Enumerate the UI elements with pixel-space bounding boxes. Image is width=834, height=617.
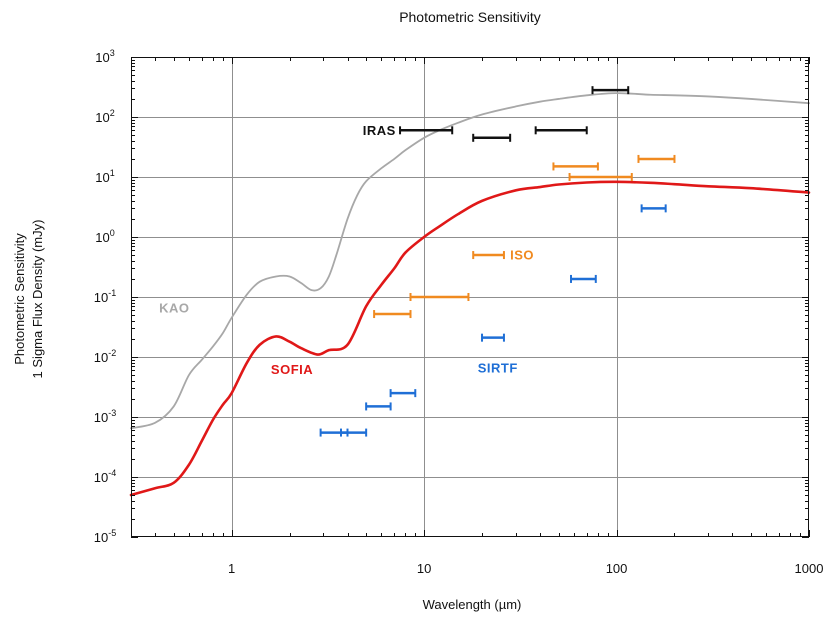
chart-title: Photometric Sensitivity bbox=[399, 9, 541, 25]
x-tick-label: 1 bbox=[228, 561, 235, 576]
range-bar-iras bbox=[534, 126, 588, 135]
y-tick-label: 10-5 bbox=[94, 528, 116, 545]
series-label-sofia: SOFIA bbox=[271, 362, 313, 377]
range-bar-iso bbox=[568, 173, 633, 181]
range-bar-iras bbox=[472, 133, 512, 142]
series-label-iso: ISO bbox=[510, 248, 534, 263]
x-axis-label: Wavelength (µm) bbox=[423, 597, 522, 612]
y-tick-label: 102 bbox=[95, 108, 114, 125]
range-bar-sirtf bbox=[389, 389, 417, 398]
range-bar-iras bbox=[591, 86, 630, 95]
y-tick-label: 10-1 bbox=[94, 288, 116, 305]
y-tick-label: 101 bbox=[95, 168, 114, 185]
x-tick-label: 100 bbox=[606, 561, 628, 576]
y-axis-label-line2: 1 Sigma Flux Density (mJy) bbox=[30, 220, 45, 379]
range-bar-iso bbox=[552, 162, 599, 171]
y-tick-label: 10-2 bbox=[94, 348, 116, 365]
range-bar-iso bbox=[373, 310, 412, 319]
x-tick-label: 1000 bbox=[795, 561, 824, 576]
y-tick-label: 103 bbox=[95, 48, 114, 65]
range-bar-iso bbox=[472, 251, 505, 260]
axes: 1 10 100 1000 10-5 10-4 10-3 10-2 10-1 100 101 102 1… bbox=[94, 48, 824, 576]
range-bar-iso bbox=[409, 293, 470, 301]
range-bar-sirtf bbox=[481, 333, 505, 342]
y-tick-label: 10-4 bbox=[94, 468, 116, 485]
series-labels: KAO SOFIA IRAS ISO SIRTF bbox=[159, 123, 534, 377]
range-bar-iso bbox=[637, 154, 676, 163]
series-label-sirtf: SIRTF bbox=[478, 361, 518, 376]
wavelength-range-bars bbox=[319, 86, 676, 437]
range-bar-iras bbox=[399, 126, 454, 135]
series-label-iras: IRAS bbox=[363, 123, 396, 138]
y-axis-label-line1: Photometric Sensitivity bbox=[12, 233, 27, 365]
series-line-kao bbox=[130, 92, 810, 430]
range-bar-sirtf bbox=[640, 204, 667, 213]
series-label-kao: KAO bbox=[159, 301, 189, 316]
y-tick-label: 100 bbox=[95, 228, 114, 245]
y-tick-label: 10-3 bbox=[94, 408, 116, 425]
series-curves bbox=[129, 92, 811, 497]
range-bar-sirtf bbox=[339, 428, 368, 437]
range-bar-sirtf bbox=[570, 274, 597, 283]
series-line-sofia bbox=[129, 180, 811, 497]
grid-lines bbox=[131, 57, 809, 537]
x-tick-label: 10 bbox=[417, 561, 431, 576]
range-bar-sirtf bbox=[365, 402, 392, 411]
